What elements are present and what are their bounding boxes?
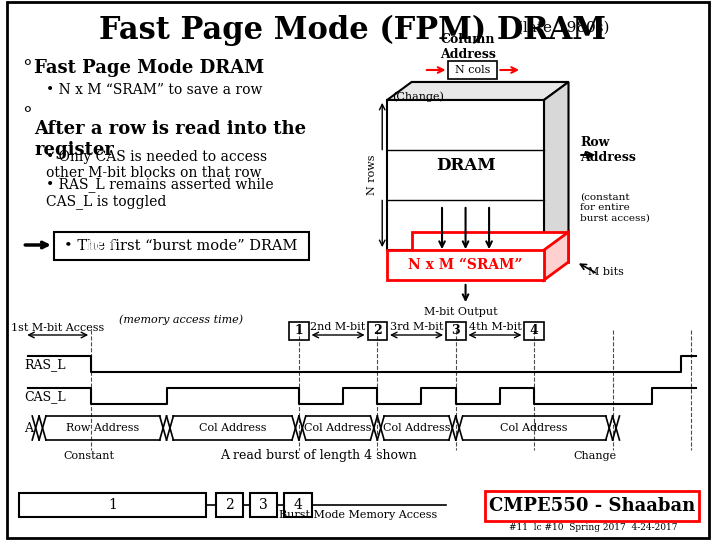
Text: 1: 1 bbox=[294, 325, 303, 338]
Text: °: ° bbox=[22, 59, 32, 77]
Text: #11  lc #10  Spring 2017  4-24-2017: #11 lc #10 Spring 2017 4-24-2017 bbox=[509, 523, 678, 531]
Bar bbox=[387, 100, 544, 250]
Text: Col Address: Col Address bbox=[199, 423, 266, 433]
Text: Constant: Constant bbox=[63, 451, 114, 461]
Text: 4th M-bit: 4th M-bit bbox=[469, 322, 521, 332]
Text: 1: 1 bbox=[108, 498, 117, 512]
Text: Change: Change bbox=[573, 451, 616, 461]
Text: Col Address: Col Address bbox=[305, 423, 372, 433]
Text: • The first “burst mode” DRAM: • The first “burst mode” DRAM bbox=[63, 239, 297, 253]
Text: °: ° bbox=[22, 106, 32, 124]
Text: first: first bbox=[86, 239, 117, 253]
Text: 1st M-bit Access: 1st M-bit Access bbox=[11, 323, 104, 333]
Text: 3rd M-bit: 3rd M-bit bbox=[390, 322, 444, 332]
Text: Fast Page Mode DRAM: Fast Page Mode DRAM bbox=[34, 59, 264, 77]
Text: RAS_L: RAS_L bbox=[24, 359, 66, 372]
Text: M-bit Output: M-bit Output bbox=[424, 307, 498, 317]
Text: CMPE550 - Shaaban: CMPE550 - Shaaban bbox=[489, 497, 695, 515]
Text: Row Address: Row Address bbox=[66, 423, 140, 433]
Text: Col Address: Col Address bbox=[383, 423, 450, 433]
Bar bbox=[485, 491, 699, 521]
Bar bbox=[250, 493, 277, 517]
Bar bbox=[449, 61, 498, 79]
Bar bbox=[387, 250, 544, 280]
Bar bbox=[54, 232, 309, 260]
Text: (late 1980s): (late 1980s) bbox=[518, 21, 610, 35]
Bar bbox=[446, 322, 466, 340]
Polygon shape bbox=[412, 82, 569, 232]
Polygon shape bbox=[387, 82, 569, 100]
Text: Row
Address: Row Address bbox=[580, 136, 636, 164]
Bar bbox=[215, 493, 243, 517]
Text: • N x M “SRAM” to save a row: • N x M “SRAM” to save a row bbox=[46, 83, 262, 97]
Text: (Change): (Change) bbox=[392, 92, 444, 102]
Polygon shape bbox=[544, 232, 569, 280]
Text: After a row is read into the
register: After a row is read into the register bbox=[34, 120, 306, 159]
Text: A read burst of length 4 shown: A read burst of length 4 shown bbox=[220, 449, 417, 462]
Text: • Only CAS is needed to access
other M-bit blocks on that row: • Only CAS is needed to access other M-b… bbox=[46, 150, 267, 180]
Text: (memory access time): (memory access time) bbox=[120, 315, 243, 325]
Text: N x M “SRAM”: N x M “SRAM” bbox=[408, 258, 523, 272]
Text: 2nd M-bit: 2nd M-bit bbox=[310, 322, 366, 332]
Text: • RAS_L remains asserted while
CAS_L is toggled: • RAS_L remains asserted while CAS_L is … bbox=[46, 177, 274, 209]
Polygon shape bbox=[412, 232, 569, 262]
Polygon shape bbox=[544, 82, 569, 250]
Text: DRAM: DRAM bbox=[436, 157, 495, 173]
Text: Column
Address: Column Address bbox=[440, 33, 496, 61]
Text: • The first “burst mode” DRAM: • The first “burst mode” DRAM bbox=[63, 245, 86, 246]
Bar bbox=[289, 322, 309, 340]
Text: Col Address: Col Address bbox=[500, 423, 568, 433]
Text: 3: 3 bbox=[451, 325, 460, 338]
Bar bbox=[284, 493, 312, 517]
Text: 4: 4 bbox=[294, 498, 302, 512]
Text: 2: 2 bbox=[373, 325, 382, 338]
Text: CAS_L: CAS_L bbox=[24, 390, 66, 403]
Text: 4: 4 bbox=[530, 325, 539, 338]
Text: Fast Page Mode (FPM) DRAM: Fast Page Mode (FPM) DRAM bbox=[99, 15, 606, 45]
Text: M bits: M bits bbox=[588, 267, 624, 277]
Bar bbox=[367, 322, 387, 340]
Text: N rows: N rows bbox=[367, 155, 377, 195]
Text: Burst Mode Memory Access: Burst Mode Memory Access bbox=[279, 510, 437, 520]
Text: A: A bbox=[24, 422, 33, 435]
Text: 2: 2 bbox=[225, 498, 234, 512]
Bar bbox=[524, 322, 544, 340]
Text: (constant
for entire
burst access): (constant for entire burst access) bbox=[580, 193, 650, 223]
Text: 3: 3 bbox=[259, 498, 268, 512]
Text: N cols: N cols bbox=[455, 65, 490, 75]
Bar bbox=[19, 493, 206, 517]
